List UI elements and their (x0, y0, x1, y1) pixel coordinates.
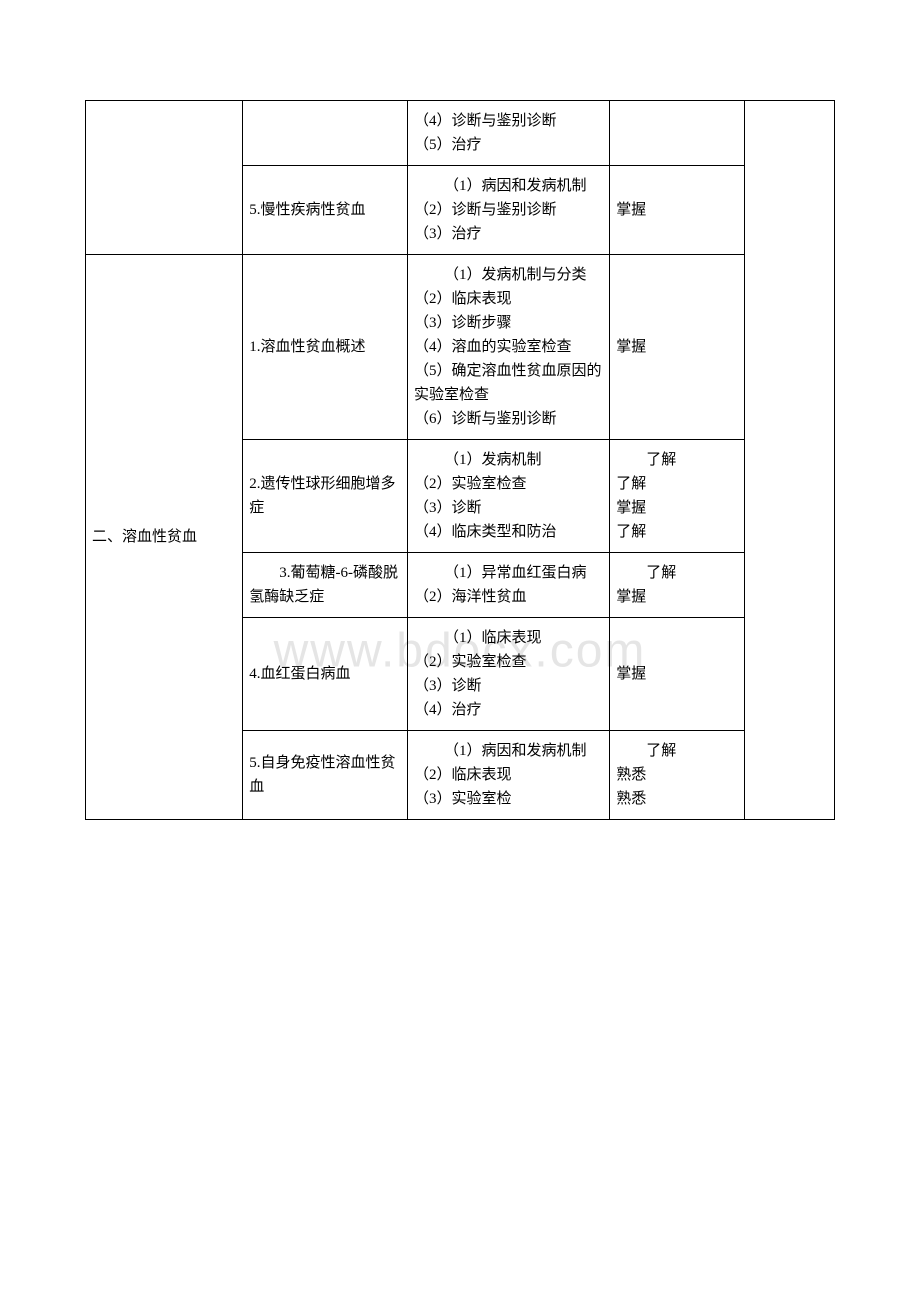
level-line: 了解 (616, 739, 738, 763)
content-line: （2）临床表现 (414, 763, 603, 787)
level-line: 熟悉 (616, 787, 738, 811)
content-line: （1）临床表现 (414, 626, 603, 650)
content-cell: （1）病因和发病机制 （2）临床表现 （3）实验室检 (408, 731, 610, 820)
level-cell: 掌握 (610, 255, 745, 440)
category-cell (86, 101, 243, 255)
content-cell: （4）诊断与鉴别诊断 （5）治疗 (408, 101, 610, 166)
topic-cell: 1.溶血性贫血概述 (243, 255, 408, 440)
content-line: （3）实验室检 (414, 787, 603, 811)
table-row: （4）诊断与鉴别诊断 （5）治疗 (86, 101, 835, 166)
content-cell: （1）异常血红蛋白病 （2）海洋性贫血 (408, 553, 610, 618)
content-line: （5）治疗 (414, 133, 603, 157)
topic-cell: 4.血红蛋白病血 (243, 618, 408, 731)
content-line: （2）实验室检查 (414, 472, 603, 496)
topic-cell: 5.自身免疫性溶血性贫血 (243, 731, 408, 820)
level-cell: 了解 熟悉 熟悉 (610, 731, 745, 820)
level-line: 掌握 (616, 585, 738, 609)
content-line: （1）发病机制 (414, 448, 603, 472)
level-line: 了解 (616, 561, 738, 585)
content-line: （2）临床表现 (414, 287, 603, 311)
content-line: （3）诊断 (414, 674, 603, 698)
content-line: （1）病因和发病机制 (414, 174, 603, 198)
content-line: （5）确定溶血性贫血原因的实验室检查 (414, 359, 603, 407)
topic-cell: 5.慢性疾病性贫血 (243, 166, 408, 255)
table-row: 二、溶血性贫血 1.溶血性贫血概述 （1）发病机制与分类 （2）临床表现 （3）… (86, 255, 835, 440)
level-cell: 了解 了解 掌握 了解 (610, 440, 745, 553)
content-cell: （1）发病机制 （2）实验室检查 （3）诊断 （4）临床类型和防治 (408, 440, 610, 553)
content-line: （3）诊断步骤 (414, 311, 603, 335)
topic-cell: 2.遗传性球形细胞增多症 (243, 440, 408, 553)
content-line: （4）临床类型和防治 (414, 520, 603, 544)
level-line: 了解 (616, 448, 738, 472)
topic-cell: 3.葡萄糖-6-磷酸脱氢酶缺乏症 (243, 553, 408, 618)
level-cell: 掌握 (610, 618, 745, 731)
content-cell: （1）临床表现 （2）实验室检查 （3）诊断 （4）治疗 (408, 618, 610, 731)
content-line: （2）诊断与鉴别诊断 (414, 198, 603, 222)
level-line: 了解 (616, 520, 738, 544)
level-cell (610, 101, 745, 166)
level-cell: 了解 掌握 (610, 553, 745, 618)
content-line: （2）海洋性贫血 (414, 585, 603, 609)
level-line: 熟悉 (616, 763, 738, 787)
empty-cell (745, 101, 835, 820)
content-cell: （1）病因和发病机制 （2）诊断与鉴别诊断 （3）治疗 (408, 166, 610, 255)
category-cell: 二、溶血性贫血 (86, 255, 243, 820)
content-line: （2）实验室检查 (414, 650, 603, 674)
level-line: 掌握 (616, 496, 738, 520)
level-cell: 掌握 (610, 166, 745, 255)
content-line: （6）诊断与鉴别诊断 (414, 407, 603, 431)
topic-line: 3.葡萄糖-6-磷酸脱氢酶缺乏症 (249, 561, 401, 609)
content-cell: （1）发病机制与分类 （2）临床表现 （3）诊断步骤 （4）溶血的实验室检查 （… (408, 255, 610, 440)
content-line: （4）诊断与鉴别诊断 (414, 109, 603, 133)
content-line: （4）溶血的实验室检查 (414, 335, 603, 359)
content-line: （3）治疗 (414, 222, 603, 246)
content-line: （3）诊断 (414, 496, 603, 520)
content-line: （1）病因和发病机制 (414, 739, 603, 763)
level-line: 了解 (616, 472, 738, 496)
content-line: （4）治疗 (414, 698, 603, 722)
content-line: （1）异常血红蛋白病 (414, 561, 603, 585)
content-line: （1）发病机制与分类 (414, 263, 603, 287)
topic-cell (243, 101, 408, 166)
syllabus-table: （4）诊断与鉴别诊断 （5）治疗 5.慢性疾病性贫血 （1）病因和发病机制 （2… (85, 100, 835, 820)
